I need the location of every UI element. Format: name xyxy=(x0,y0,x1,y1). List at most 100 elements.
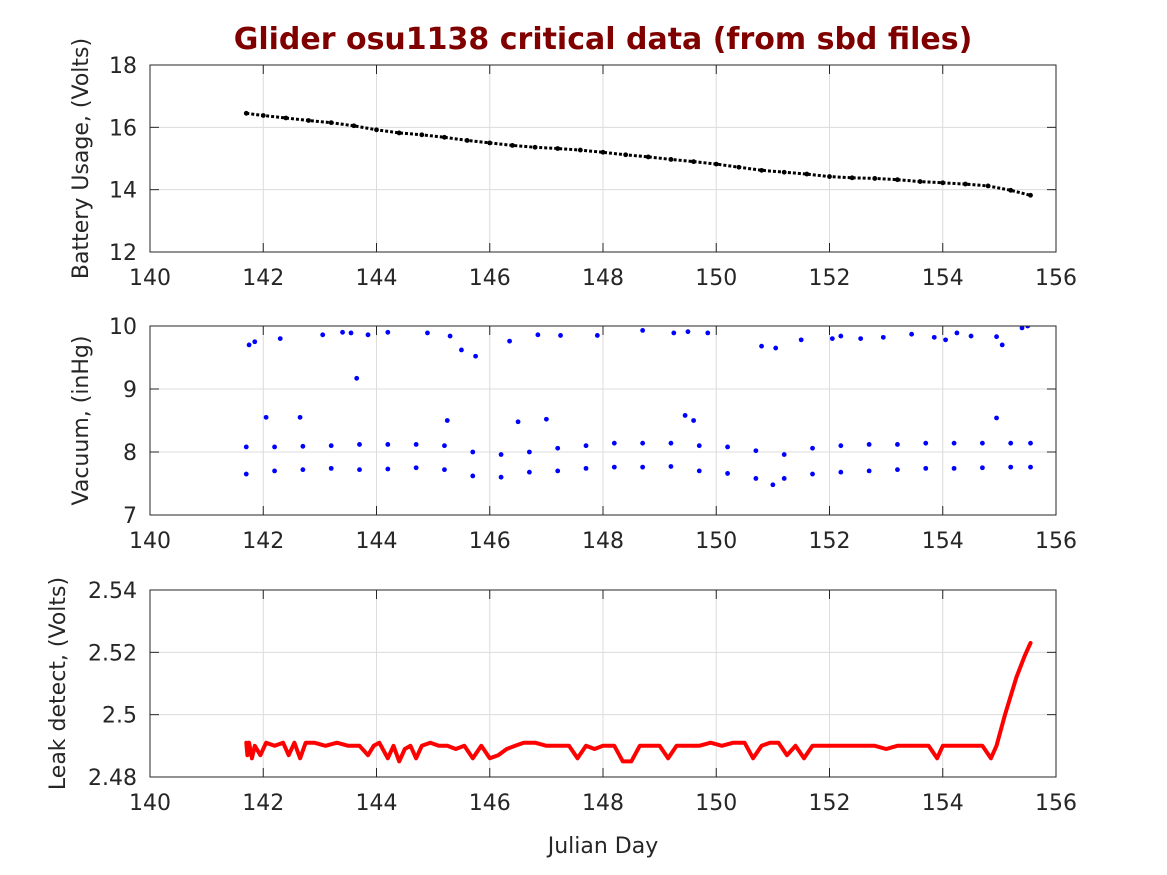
data-point xyxy=(526,469,532,475)
y-tick-label: 16 xyxy=(109,116,137,141)
data-point xyxy=(611,464,617,470)
y-axis-label: Vacuum, (inHg) xyxy=(69,336,94,506)
x-tick-label: 152 xyxy=(809,791,851,816)
data-point xyxy=(931,334,937,340)
data-point xyxy=(348,330,354,336)
data-layer xyxy=(243,326,1033,488)
data-point xyxy=(682,413,688,418)
data-point xyxy=(999,342,1005,348)
data-point xyxy=(413,465,419,471)
data-point xyxy=(640,440,646,446)
data-point xyxy=(498,452,504,457)
y-tick-label: 9 xyxy=(123,378,137,403)
data-point xyxy=(838,469,844,475)
data-point xyxy=(277,336,283,341)
x-tick-label: 152 xyxy=(809,529,851,554)
x-tick-label: 142 xyxy=(242,529,284,554)
y-tick-label: 18 xyxy=(109,54,137,79)
data-point xyxy=(773,345,779,351)
series-trace xyxy=(246,111,1031,197)
y-tick-label: 2.5 xyxy=(102,704,137,729)
data-point xyxy=(696,468,702,474)
data-point xyxy=(1008,464,1014,470)
series-line xyxy=(244,641,1033,764)
data-point xyxy=(880,334,886,340)
data-point xyxy=(753,476,759,481)
y-tick-label: 10 xyxy=(109,315,137,340)
data-point xyxy=(357,442,362,447)
data-point xyxy=(507,338,512,344)
data-point xyxy=(1028,440,1033,446)
data-point xyxy=(866,468,872,474)
data-point xyxy=(340,329,345,335)
y-tick-label: 2.54 xyxy=(88,579,137,604)
data-point xyxy=(691,418,696,423)
data-point xyxy=(558,333,563,338)
x-tick-label: 144 xyxy=(356,791,398,816)
data-point xyxy=(354,375,360,381)
data-point xyxy=(838,443,844,449)
data-point xyxy=(594,333,600,338)
data-point xyxy=(385,442,391,447)
data-point xyxy=(668,440,674,446)
data-point xyxy=(515,419,521,425)
data-point xyxy=(526,449,532,455)
data-point xyxy=(385,466,391,472)
x-tick-label: 152 xyxy=(809,266,851,291)
subplots: 140 142 144 146 148 150 152 154 156 12 14 16 18 Batte… xyxy=(46,38,1077,816)
data-point xyxy=(246,342,252,348)
data-layer xyxy=(244,641,1033,764)
x-tick-label: 146 xyxy=(469,529,511,554)
x-axis-label: Julian Day xyxy=(546,834,659,859)
data-point xyxy=(979,440,985,446)
data-point xyxy=(252,339,258,345)
axes-frame xyxy=(149,325,1057,516)
y-tick-label: 14 xyxy=(109,179,137,204)
x-tick-label: 148 xyxy=(582,791,624,816)
data-point xyxy=(611,440,617,446)
data-point xyxy=(473,353,478,359)
data-layer xyxy=(243,110,1033,198)
data-point xyxy=(300,467,306,473)
data-point xyxy=(583,465,589,471)
data-point xyxy=(1008,440,1014,446)
data-point xyxy=(909,331,915,337)
data-point xyxy=(943,337,948,343)
data-point xyxy=(781,452,787,457)
x-tick-label: 156 xyxy=(1035,266,1077,291)
y-tick-label: 2.52 xyxy=(88,641,137,666)
x-tick-label: 146 xyxy=(469,791,511,816)
data-point xyxy=(994,334,999,340)
x-tick-label: 150 xyxy=(695,266,737,291)
data-point xyxy=(328,443,334,449)
x-tick-label: 144 xyxy=(356,529,398,554)
data-point xyxy=(243,471,249,477)
data-point xyxy=(640,328,646,333)
data-point xyxy=(810,445,815,451)
x-tick-label: 154 xyxy=(922,529,964,554)
data-point xyxy=(272,444,277,450)
axes-frame xyxy=(149,589,1057,778)
data-point xyxy=(866,442,872,447)
data-point xyxy=(696,443,702,449)
data-point xyxy=(413,442,419,447)
data-point xyxy=(328,465,334,471)
x-tick-label: 140 xyxy=(129,791,171,816)
data-point xyxy=(829,336,835,341)
data-point xyxy=(951,440,957,446)
data-point xyxy=(923,440,929,446)
data-point xyxy=(535,332,541,338)
data-point xyxy=(320,332,326,338)
data-point xyxy=(470,473,476,479)
data-point xyxy=(583,443,589,449)
x-tick-label: 148 xyxy=(582,266,624,291)
data-point xyxy=(272,468,277,474)
data-point xyxy=(442,443,447,449)
data-point xyxy=(470,449,476,455)
x-tick-label: 156 xyxy=(1035,791,1077,816)
y-tick-label: 8 xyxy=(123,441,137,466)
data-point xyxy=(725,444,730,450)
data-point xyxy=(895,467,900,473)
data-point xyxy=(425,330,430,336)
x-tick-label: 140 xyxy=(129,266,171,291)
